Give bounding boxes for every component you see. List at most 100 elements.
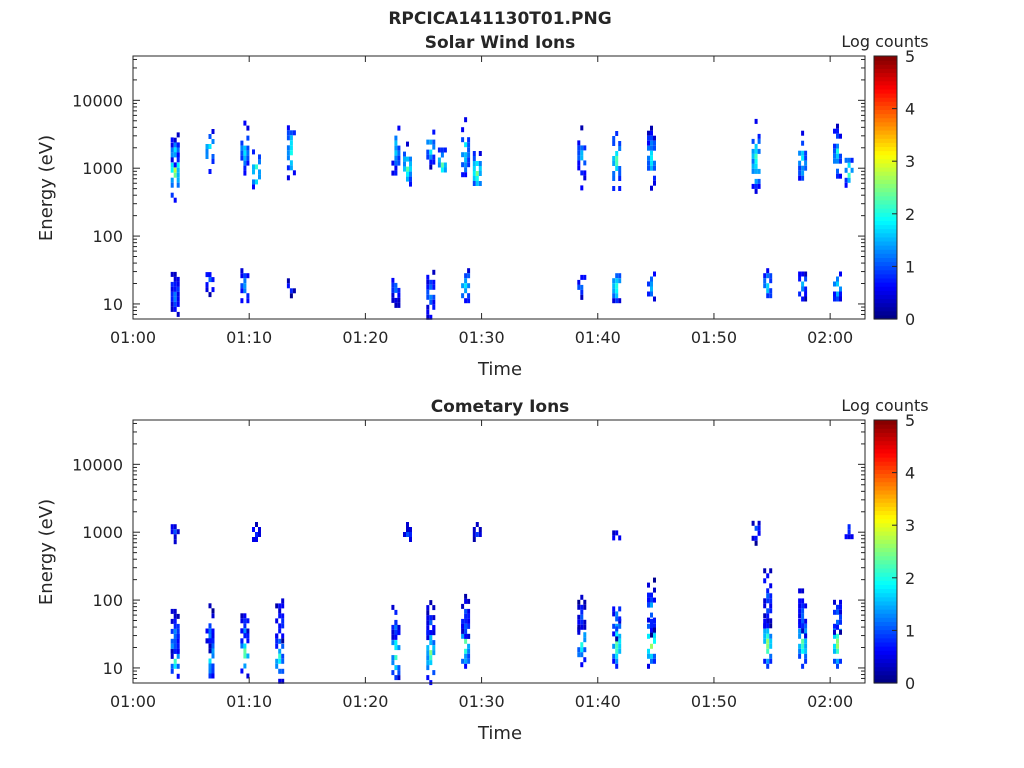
spectrogram-cell: [478, 181, 482, 186]
spectrogram-cell: [391, 640, 395, 646]
spectrogram-cell: [275, 663, 279, 669]
spectrogram-cell: [208, 633, 212, 639]
colorbar-swatch: [874, 286, 897, 291]
spectrogram-cell: [580, 624, 584, 630]
spectrogram-cell: [464, 638, 468, 644]
spectrogram-cell: [804, 643, 808, 649]
spectrogram-cell: [394, 624, 398, 630]
spectrogram-cell: [281, 653, 285, 659]
spectrogram-cell: [394, 140, 398, 146]
colorbar-swatch: [874, 485, 897, 491]
spectrogram-cell: [292, 130, 296, 136]
spectrogram-cell: [397, 629, 401, 635]
spectrogram-cell: [173, 539, 177, 545]
spectrogram-cell: [467, 598, 471, 604]
spectrogram-cell: [612, 606, 616, 612]
spectrogram-cell: [170, 648, 174, 654]
spectrogram-cell: [804, 648, 808, 654]
spectrogram-cell: [394, 282, 398, 288]
spectrogram-cell: [833, 148, 836, 154]
spectrogram-cell: [176, 673, 180, 679]
spectrogram-cell: [615, 626, 619, 632]
spectrogram-cell: [173, 633, 177, 639]
spectrogram-cell: [464, 162, 468, 168]
spectrogram-cell: [286, 155, 290, 161]
colorbar-swatch: [874, 265, 897, 271]
spectrogram-cell: [286, 175, 290, 181]
colorbar-swatch: [874, 249, 897, 254]
spectrogram-cell: [653, 623, 656, 629]
spectrogram-cell: [769, 593, 773, 599]
spectrogram-cell: [394, 145, 398, 151]
spectrogram-cell: [243, 633, 247, 639]
spectrogram-cell: [751, 168, 755, 174]
spectrogram-cell: [429, 640, 433, 646]
spectrogram-cell: [394, 655, 398, 661]
spectrogram-cell: [769, 603, 773, 609]
spectrogram-cell: [426, 610, 430, 616]
colorbar-swatch: [874, 473, 897, 479]
spectrogram-cell: [653, 296, 656, 302]
colorbar-swatch: [874, 245, 897, 250]
colorbar-swatch: [874, 621, 897, 627]
spectrogram-cell: [583, 637, 587, 643]
spectrogram-cell: [432, 294, 436, 300]
spectrogram-cell: [173, 137, 177, 143]
spectrogram-cell: [766, 663, 770, 669]
colorbar-swatch: [874, 212, 897, 217]
spectrogram-cell: [839, 291, 842, 297]
spectrogram-cell: [176, 529, 180, 535]
spectrogram-cell: [397, 292, 401, 298]
spectrogram-cell: [612, 176, 616, 181]
spectrogram-cell: [464, 283, 468, 289]
solar-wind-ions-panel: Solar Wind Ions 01:00 01:10 01:20 01:30 01:4…: [36, 32, 929, 380]
spectrogram-cell: [577, 619, 581, 625]
spectrogram-cell: [461, 162, 465, 168]
spectrogram-cell: [467, 162, 471, 168]
spectrogram-cell: [836, 148, 839, 154]
spectrogram-cell: [472, 176, 476, 181]
spectrogram-cell: [246, 155, 250, 161]
colorbar-swatch: [874, 68, 897, 74]
spectrogram-cell: [394, 135, 398, 141]
spectrogram-cell: [437, 162, 441, 168]
spectrogram-cell: [804, 296, 808, 302]
spectrogram-cell: [763, 278, 767, 284]
spectrogram-cell: [583, 599, 587, 605]
spectrogram-cell: [615, 293, 619, 299]
spectrogram-cell: [615, 288, 619, 294]
colorbar-swatch: [874, 452, 897, 458]
spectrogram-cell: [394, 645, 398, 651]
spectrogram-cell: [406, 532, 409, 537]
spectrogram-cell: [176, 301, 180, 307]
spectrogram-cell: [289, 140, 293, 146]
spectrogram-cell: [798, 588, 802, 594]
spectrogram-cell: [612, 631, 616, 637]
spectrogram-cell: [397, 287, 401, 293]
spectrogram-cell: [618, 643, 622, 649]
spectrogram-cell: [467, 142, 471, 148]
colorbar-swatch: [874, 481, 897, 487]
spectrogram-cell: [275, 618, 279, 624]
colorbar-swatch: [874, 56, 897, 61]
spectrogram-cell: [391, 655, 395, 661]
spectrogram-cell: [246, 293, 250, 299]
colorbar-swatch: [874, 674, 897, 680]
spectrogram-cell: [615, 283, 619, 289]
spectrogram-cell: [577, 155, 581, 161]
spectrogram-cell: [583, 647, 587, 653]
spectrogram-cell: [394, 297, 398, 303]
spectrogram-cell: [754, 188, 758, 194]
spectrogram-cell: [615, 633, 619, 639]
spectrogram-cell: [801, 598, 805, 604]
spectrogram-cell: [173, 623, 177, 629]
spectrogram-cell: [844, 177, 848, 183]
spectrogram-cell: [176, 291, 180, 297]
spectrogram-cell: [647, 597, 650, 603]
spectrogram-cell: [240, 613, 244, 619]
spectrogram-cell: [472, 532, 476, 537]
spectrogram-cell: [252, 184, 255, 190]
spectrogram-cell: [461, 137, 465, 143]
spectrogram-cell: [176, 157, 180, 163]
spectrogram-cell: [650, 597, 653, 603]
